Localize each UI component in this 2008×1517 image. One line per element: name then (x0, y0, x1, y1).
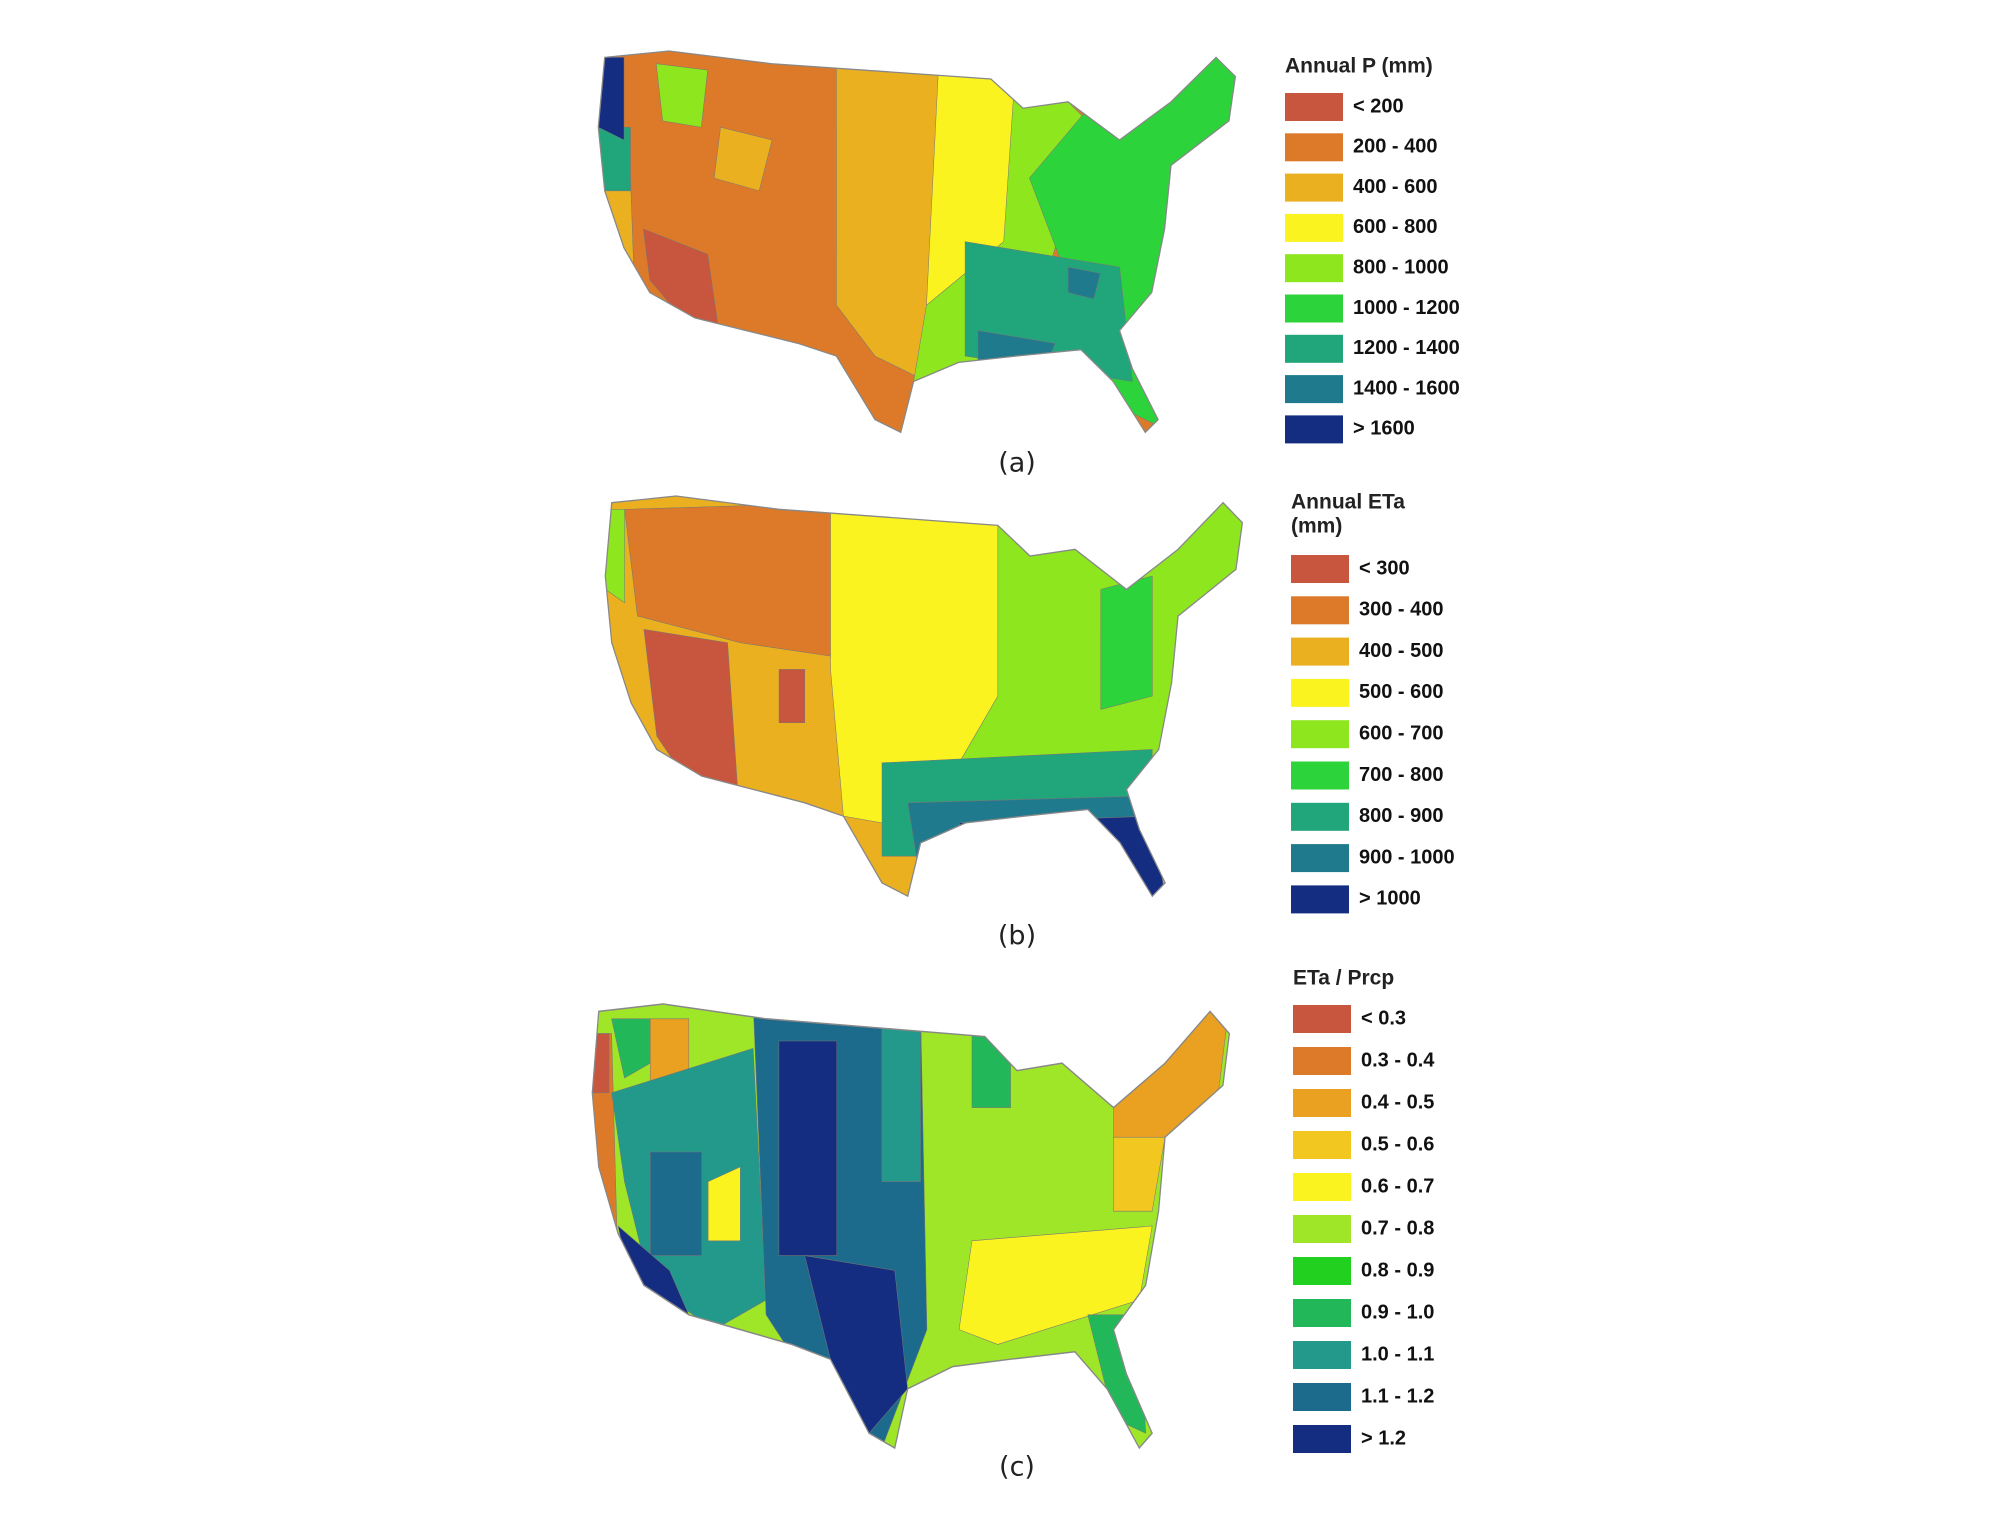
map-region (836, 51, 940, 382)
map-outline (604, 495, 1244, 898)
legend-swatch (1293, 1173, 1351, 1201)
map-region (643, 629, 741, 831)
map (604, 495, 1244, 898)
panel-caption: (b) (998, 921, 1036, 952)
legend-swatch (1285, 415, 1343, 444)
legend-swatch (1293, 1131, 1351, 1159)
legend-label: 300 - 400 (1359, 599, 1444, 621)
map-region (881, 1004, 921, 1182)
map-region (598, 127, 631, 192)
legend-label: > 1.2 (1361, 1427, 1406, 1449)
legend-swatch (1285, 375, 1343, 404)
map (597, 50, 1237, 434)
map-region (958, 1225, 1153, 1345)
legend-label: > 1000 (1359, 888, 1421, 910)
legend-swatch (1291, 885, 1349, 914)
map-region (971, 1033, 1011, 1108)
legend-swatch (1291, 761, 1349, 790)
map-region (649, 1151, 702, 1256)
map-region (1067, 266, 1101, 300)
legend-swatch (1291, 678, 1349, 707)
legend-title: Annual P (mm) (1285, 55, 1433, 78)
legend-swatch (1291, 596, 1349, 625)
legend-swatch (1293, 1341, 1351, 1369)
legend-label: 0.8 - 0.9 (1361, 1259, 1434, 1281)
legend-swatch (1293, 1215, 1351, 1243)
map-region (598, 57, 625, 141)
map-region (713, 126, 773, 192)
legend-label: 700 - 800 (1359, 764, 1444, 786)
map-region (778, 669, 806, 724)
panel-caption: (c) (999, 1452, 1035, 1483)
map-region (605, 509, 625, 604)
legend-swatch (1285, 334, 1343, 363)
legend-swatch (1293, 1299, 1351, 1327)
map-outline (591, 1003, 1231, 1450)
panel-caption: (a) (998, 448, 1036, 479)
legend-swatch (1293, 1383, 1351, 1411)
map-region (707, 1166, 741, 1242)
legend-swatch (1285, 93, 1343, 121)
legend-swatch (1291, 844, 1349, 873)
map-region (592, 1033, 610, 1094)
legend-swatch (1291, 720, 1349, 749)
legend-swatch (1293, 1425, 1351, 1453)
legend-swatch (1293, 1005, 1351, 1033)
legend-label: 500 - 600 (1359, 681, 1444, 703)
legend-swatch (1293, 1047, 1351, 1075)
map-region (778, 1040, 838, 1256)
legend-label: 1.0 - 1.1 (1361, 1343, 1434, 1365)
legend-label: 600 - 800 (1353, 216, 1438, 238)
legend-label: < 300 (1359, 557, 1410, 579)
legend-label: < 0.3 (1361, 1007, 1406, 1029)
legend-swatch (1291, 637, 1349, 666)
legend-label: 900 - 1000 (1359, 846, 1455, 868)
legend-label: 800 - 900 (1359, 805, 1444, 827)
legend-label: 1.1 - 1.2 (1361, 1385, 1434, 1407)
legend-label: 600 - 700 (1359, 722, 1444, 744)
legend-label: 1400 - 1600 (1353, 377, 1460, 399)
legend-label: 200 - 400 (1353, 136, 1438, 158)
legend-label: 0.5 - 0.6 (1361, 1133, 1434, 1155)
legend-swatch (1291, 802, 1349, 831)
legend-label: 1200 - 1400 (1353, 337, 1460, 359)
legend-swatch (1285, 294, 1343, 323)
legend-label: < 200 (1353, 95, 1404, 117)
legend-label: 0.4 - 0.5 (1361, 1091, 1434, 1113)
map-outline (597, 50, 1237, 434)
legend-label: 400 - 500 (1359, 640, 1444, 662)
legend-label: 0.3 - 0.4 (1361, 1049, 1435, 1071)
legend-title: (mm) (1291, 515, 1342, 538)
map-region (611, 1018, 651, 1079)
legend-title: ETa / Prcp (1293, 967, 1394, 990)
legend-label: > 1600 (1353, 418, 1415, 440)
legend-swatch (1291, 555, 1349, 583)
legend-label: 0.7 - 0.8 (1361, 1217, 1434, 1239)
map-region (804, 1255, 908, 1434)
map-regions (598, 51, 1236, 433)
legend-label: 800 - 1000 (1353, 256, 1449, 278)
map (591, 1003, 1231, 1450)
legend-swatch (1285, 173, 1343, 202)
legend-swatch (1293, 1257, 1351, 1285)
map-region (1113, 1136, 1166, 1212)
legend-swatch (1285, 254, 1343, 283)
map-region (958, 815, 1166, 897)
legend-label: 400 - 600 (1353, 176, 1438, 198)
map-regions (605, 496, 1243, 897)
legend-swatch (1285, 213, 1343, 242)
legend-label: 0.9 - 1.0 (1361, 1301, 1434, 1323)
legend-swatch (1285, 133, 1343, 162)
legend-label: 1000 - 1200 (1353, 297, 1460, 319)
map-region (598, 177, 638, 357)
legend-swatch (1293, 1089, 1351, 1117)
map-regions (592, 1004, 1230, 1449)
map-region (655, 63, 708, 128)
legend-title: Annual ETa (1291, 491, 1405, 514)
map-region (1100, 575, 1153, 710)
map-region (907, 795, 1140, 884)
legend-label: 0.6 - 0.7 (1361, 1175, 1434, 1197)
